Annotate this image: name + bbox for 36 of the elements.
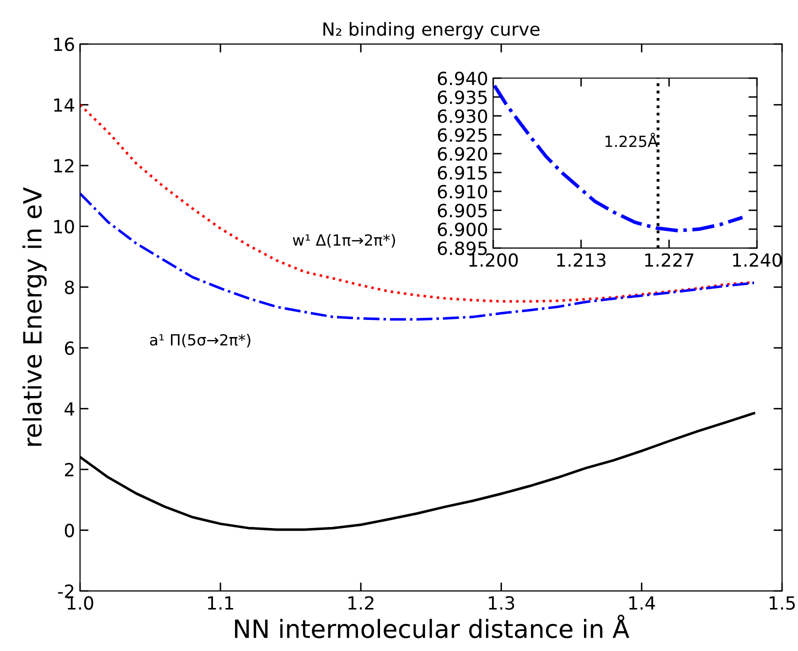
y-tick-label: 0 — [64, 524, 74, 538]
y-tick-label: 16 — [54, 37, 74, 52]
y-tick-label: 6.900 — [438, 222, 488, 236]
y-tick-label: 2 — [65, 462, 74, 476]
y-axis-title: relative Energy in eV — [22, 187, 47, 446]
series-label: w¹ Δ(1π→2π*) — [292, 234, 395, 248]
y-tick-label: 12 — [54, 159, 74, 172]
ref-line-label: 1.225Å — [606, 132, 658, 148]
x-axis-title: NN intermolecular distance in Å — [235, 614, 630, 638]
x-tick-label: 1.2 — [348, 596, 374, 610]
y-tick-label: 6.910 — [438, 184, 488, 199]
y-tick-label: 6.920 — [438, 147, 488, 161]
text: a¹ Π(5σ→2π*) — [150, 334, 250, 348]
x-tick-label: 1.240 — [733, 253, 782, 267]
line-series — [493, 84, 744, 232]
y-tick-label: 8 — [64, 280, 74, 294]
x-tick-label: 1.1 — [208, 596, 234, 610]
chart-title: N₂ binding energy curve — [323, 22, 540, 40]
y-tick-label: 6.905 — [438, 204, 487, 218]
y-tick-label: 14 — [54, 98, 74, 112]
y-tick-label: 6.940 — [438, 72, 488, 86]
x-tick-label: 1.3 — [488, 596, 514, 610]
x-tick-label: 1.4 — [629, 596, 655, 610]
y-tick-label: 6.915 — [438, 166, 487, 180]
x-tick-label: 1.0 — [68, 596, 94, 610]
x-tick-label: 1.227 — [645, 253, 694, 267]
y-tick-label: 6 — [64, 341, 74, 355]
x-tick-label: 1.200 — [469, 253, 518, 267]
y-tick-label: 6.895 — [438, 241, 487, 256]
y-tick-label: 6.925 — [438, 128, 487, 142]
y-tick-label: 4 — [64, 402, 74, 416]
y-tick-label: 6.935 — [438, 90, 487, 104]
y-tick-label: 6.930 — [438, 109, 488, 123]
x-tick-label: 1.213 — [557, 253, 606, 267]
y-tick-label: 10 — [54, 220, 74, 234]
x-tick-label: 1.5 — [770, 596, 795, 610]
